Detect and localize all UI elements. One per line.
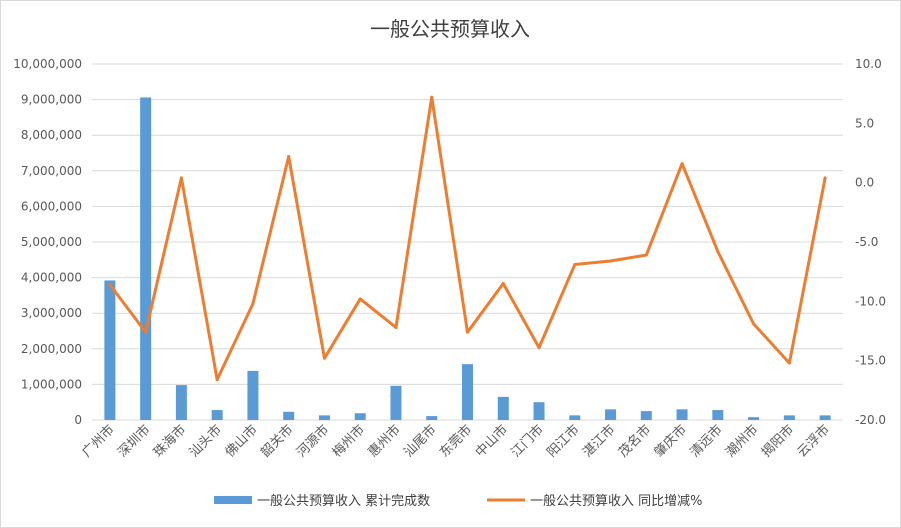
category-label: 深圳市 (115, 422, 154, 461)
line-path (108, 95, 827, 382)
left-tick-label: 2,000,000 (21, 342, 82, 356)
category-label: 云浮市 (794, 422, 833, 461)
legend-label-line: 一般公共预算收入 同比增减% (530, 493, 703, 509)
line-point (537, 346, 541, 350)
category-label: 东莞市 (436, 422, 475, 461)
bar (497, 396, 509, 420)
line-point (430, 95, 434, 99)
left-tick-label: 1,000,000 (21, 377, 82, 391)
category-label: 肇庆市 (651, 422, 690, 461)
bar (605, 409, 617, 420)
right-tick-label: -15.0 (855, 354, 886, 368)
left-tick-label: 0 (74, 413, 82, 427)
line-point (358, 297, 362, 301)
line-point (823, 176, 827, 180)
line-point (609, 259, 613, 263)
bar (354, 413, 366, 420)
bar (783, 415, 795, 420)
category-label: 阳江市 (544, 422, 583, 461)
right-tick-label: 0.0 (855, 176, 874, 190)
category-label: 梅州市 (329, 422, 368, 461)
line-point (144, 330, 148, 334)
line-point (752, 322, 756, 326)
category-labels: 广州市深圳市珠海市汕头市佛山市韶关市河源市梅州市惠州市汕尾市东莞市中山市江门市阳… (79, 422, 833, 461)
left-tick-label: 10,000,000 (13, 57, 82, 71)
legend-swatch-bar (214, 496, 252, 504)
line-point (215, 378, 219, 382)
category-label: 潮州市 (723, 422, 762, 461)
left-tick-label: 4,000,000 (21, 271, 82, 285)
category-label: 清远市 (687, 422, 726, 461)
bar (390, 385, 402, 420)
bar (712, 410, 724, 420)
category-label: 汕尾市 (401, 422, 440, 461)
category-label: 惠州市 (365, 422, 404, 461)
bar (462, 364, 473, 420)
left-tick-label: 7,000,000 (21, 164, 82, 178)
line-point (716, 249, 720, 253)
chart-title: 一般公共预算收入 (370, 17, 530, 41)
bar (748, 417, 760, 420)
bar (318, 415, 330, 420)
line-point (322, 356, 326, 360)
category-label: 江门市 (508, 422, 547, 461)
bar (283, 411, 295, 420)
left-tick-label: 6,000,000 (21, 199, 82, 213)
right-tick-label: -10.0 (855, 294, 886, 308)
line-point (394, 325, 398, 329)
bar (140, 97, 152, 421)
category-label: 韶关市 (258, 422, 297, 461)
category-label: 广州市 (79, 422, 118, 461)
line-point (466, 330, 469, 334)
category-label: 河源市 (293, 422, 332, 461)
bar (819, 415, 831, 420)
bar (676, 409, 688, 420)
legend: 一般公共预算收入 累计完成数 一般公共预算收入 同比增减% (214, 493, 703, 509)
category-label: 湛江市 (579, 422, 618, 461)
line-point (108, 283, 112, 287)
bar-series (104, 97, 831, 421)
category-label: 中山市 (472, 422, 511, 461)
line-point (573, 263, 577, 267)
gridlines (92, 63, 843, 421)
left-tick-label: 8,000,000 (21, 128, 82, 142)
category-label: 汕头市 (186, 422, 225, 461)
right-tick-label: 10.0 (855, 57, 882, 71)
bar (247, 370, 259, 420)
category-label: 珠海市 (150, 422, 189, 461)
left-tick-label: 5,000,000 (21, 235, 82, 249)
category-label: 揭阳市 (758, 422, 797, 461)
bar (640, 411, 652, 420)
line-point (644, 253, 648, 257)
bar (569, 415, 581, 420)
bar (426, 416, 438, 420)
bar (175, 385, 187, 420)
legend-label-bar: 一般公共预算收入 累计完成数 (257, 493, 430, 509)
line-point (787, 361, 791, 365)
category-label: 茂名市 (615, 422, 654, 461)
line-point (287, 155, 291, 159)
right-tick-label: -5.0 (855, 235, 878, 249)
bar (533, 402, 545, 420)
line-series (108, 95, 827, 382)
line-point (501, 282, 505, 286)
line-point (251, 302, 255, 306)
bar (211, 410, 223, 420)
left-tick-label: 9,000,000 (21, 93, 82, 107)
line-point (680, 162, 684, 166)
right-axis-ticks: -20.0 -15.0 -10.0 -5.0 0.0 5.0 10.0 (855, 57, 886, 427)
bar (104, 280, 116, 420)
left-axis-ticks: 0 1,000,000 2,000,000 3,000,000 4,000,000 5,0… (13, 57, 82, 427)
left-tick-label: 3,000,000 (21, 306, 82, 320)
right-tick-label: 5.0 (855, 116, 874, 130)
line-point (179, 176, 183, 180)
right-tick-label: -20.0 (855, 413, 886, 427)
category-label: 佛山市 (222, 422, 261, 461)
